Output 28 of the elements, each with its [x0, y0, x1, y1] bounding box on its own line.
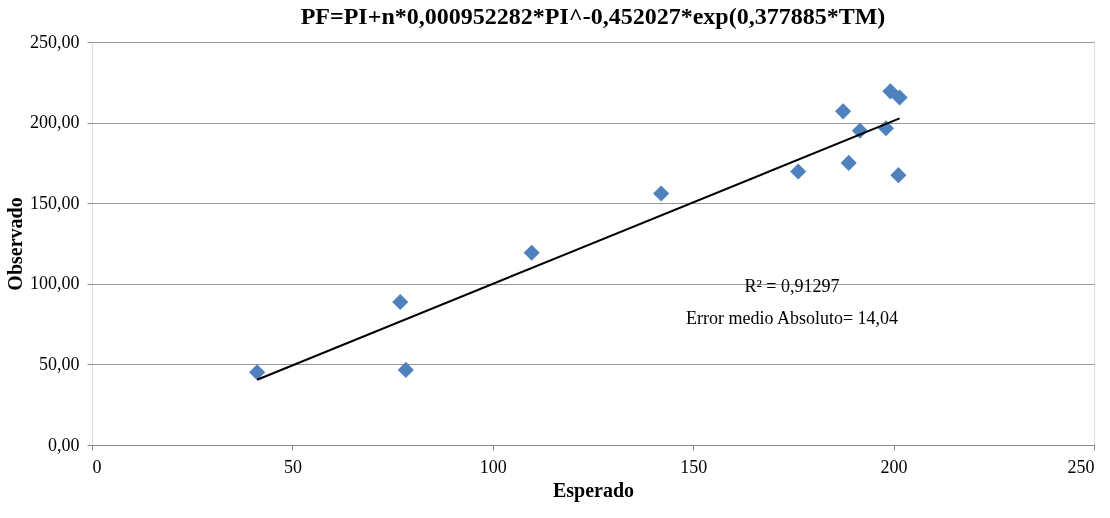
x-tick-label: 150: [680, 456, 708, 477]
x-tick-label: 250: [1067, 456, 1095, 477]
y-tick-label: 100,00: [30, 273, 80, 294]
annotation: Error medio Absoluto= 14,04: [685, 308, 899, 328]
point: [653, 185, 670, 202]
point: [835, 103, 852, 120]
y-tick-label: 0,00: [48, 434, 80, 455]
annotation: R² = 0,91297: [744, 276, 840, 296]
y-tick-label: 200,00: [30, 112, 80, 133]
y-tick-label: 150,00: [30, 192, 80, 213]
point: [882, 83, 899, 100]
y-tick-label: 250,00: [30, 31, 80, 52]
x-tick-label: 50: [283, 456, 302, 477]
point: [249, 364, 266, 381]
x-tick-label: 200: [880, 456, 908, 477]
x-axis-title: Esperado: [552, 478, 635, 502]
point: [523, 244, 540, 261]
y-tick-label: 50,00: [39, 353, 80, 374]
chart-title: PF=PI+n*0,000952282*PI^-0,452027*exp(0,377885*TM): [300, 3, 886, 29]
point: [890, 167, 907, 184]
x-tick-label: 100: [479, 456, 507, 477]
point: [790, 163, 807, 180]
point: [891, 89, 908, 106]
point: [392, 293, 409, 311]
x-tick-label: 0: [92, 456, 102, 477]
point: [840, 154, 857, 171]
y-axis-title: Observado: [4, 197, 26, 291]
point: [397, 361, 414, 378]
